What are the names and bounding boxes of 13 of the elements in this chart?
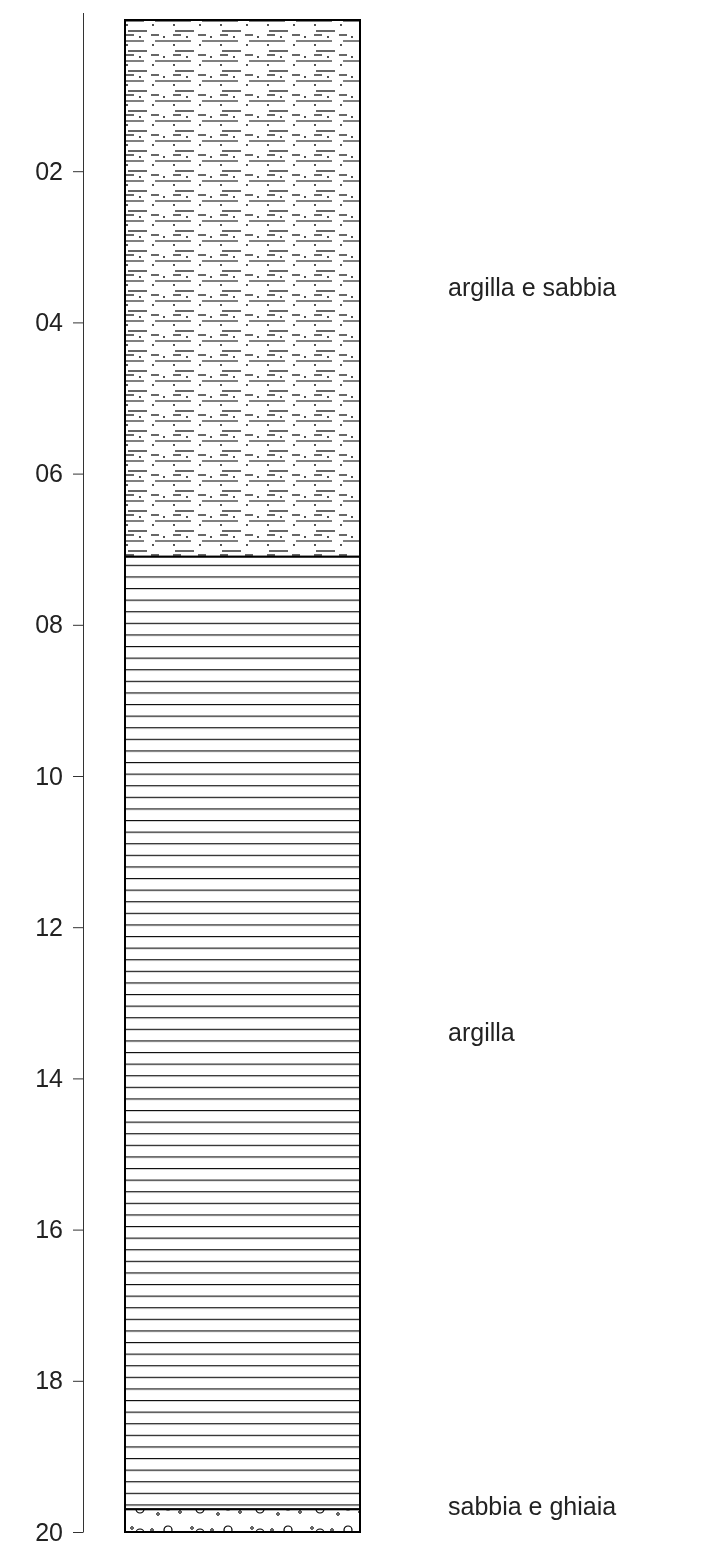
y-tick-label: 04: [35, 307, 64, 336]
y-tick-label: 12: [35, 912, 63, 941]
y-tick-label: 06: [35, 459, 63, 488]
y-tick-label: 02: [35, 156, 63, 185]
text: argilla e sabbia: [448, 273, 617, 302]
text: argilla: [448, 1018, 515, 1047]
y-tick-label: 14: [35, 1063, 64, 1092]
y-tick-label: 16: [35, 1215, 63, 1244]
y-tick-label: 20: [35, 1517, 63, 1546]
y-tick-label: 18: [35, 1366, 63, 1395]
text: sabbia e ghiaia: [448, 1491, 617, 1520]
y-tick-label: 08: [35, 610, 63, 639]
y-tick-label: 10: [35, 761, 63, 790]
